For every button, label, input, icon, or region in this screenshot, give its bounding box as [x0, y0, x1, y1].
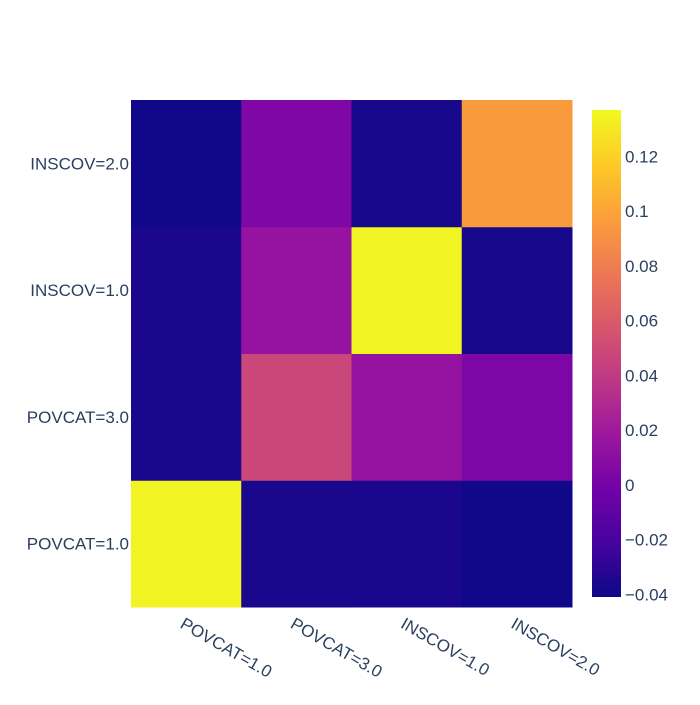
heatmap-cell-3-0: [131, 100, 242, 228]
heatmap-cell-0-1: [241, 480, 352, 608]
colorbar: 0.12 0.1 0.08 0.06 0.04 0.02 0 −0.02 −0.04: [592, 110, 668, 604]
heatmap-cell-0-3: [461, 480, 573, 608]
colorbar-tick-label: 0.1: [625, 202, 649, 221]
y-tick-label: POVCAT=3.0: [27, 408, 129, 427]
heatmap-cell-0-0: [131, 480, 242, 608]
colorbar-tick-label: 0: [625, 476, 634, 495]
heatmap-cell-3-1: [241, 100, 352, 228]
y-tick-label: INSCOV=2.0: [30, 154, 129, 173]
colorbar-tick-label: 0.02: [625, 421, 658, 440]
colorbar-tick-label: 0.04: [625, 366, 658, 385]
heatmap-cell-2-2: [351, 226, 463, 354]
heatmap-cell-3-3: [461, 100, 573, 228]
x-axis-tick-labels: POVCAT=1.0 POVCAT=3.0 INSCOV=1.0 INSCOV=2.0: [177, 614, 603, 682]
x-tick-label: INSCOV=1.0: [398, 614, 493, 680]
heatmap-cell-2-1: [241, 226, 352, 354]
heatmap-cell-3-2: [351, 100, 463, 228]
heatmap-cells: [131, 100, 573, 608]
colorbar-tick-label: 0.08: [625, 257, 658, 276]
colorbar-gradient-bar: [592, 110, 621, 597]
colorbar-tick-label: 0.06: [625, 312, 658, 331]
heatmap-cell-2-3: [461, 226, 573, 354]
y-axis-tick-labels: POVCAT=1.0 POVCAT=3.0 INSCOV=1.0 INSCOV=2.0: [27, 154, 129, 553]
colorbar-tick-label: −0.04: [625, 585, 668, 604]
heatmap-cell-0-2: [351, 480, 463, 608]
x-tick-label: POVCAT=3.0: [287, 614, 385, 682]
heatmap-cell-1-2: [351, 353, 463, 481]
heatmap-cell-1-0: [131, 353, 242, 481]
colorbar-tick-label: −0.02: [625, 531, 668, 550]
colorbar-tick-label: 0.12: [625, 148, 658, 167]
x-tick-label: INSCOV=2.0: [508, 614, 603, 680]
heatmap-cell-2-0: [131, 226, 242, 354]
y-tick-label: POVCAT=1.0: [27, 535, 129, 554]
x-tick-label: POVCAT=1.0: [177, 614, 275, 682]
y-tick-label: INSCOV=1.0: [30, 281, 129, 300]
heatmap-cell-1-1: [241, 353, 352, 481]
heatmap-cell-1-3: [461, 353, 573, 481]
